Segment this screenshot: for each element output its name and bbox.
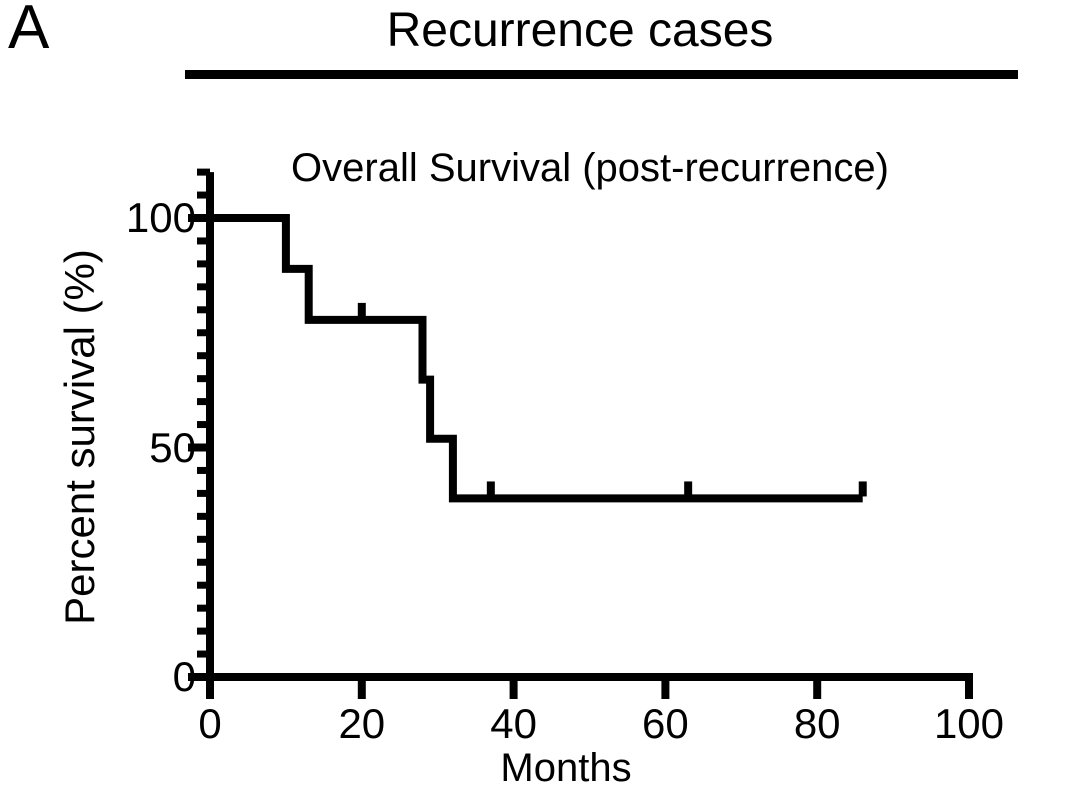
x-tick-label: 80 — [793, 700, 841, 747]
x-tick-label: 40 — [490, 700, 537, 747]
x-tick-label: 100 — [933, 700, 1005, 747]
title-underline-rule — [185, 70, 1018, 79]
y-tick-label: 0 — [172, 653, 196, 700]
x-tick-label: 60 — [642, 700, 689, 747]
figure-title: Recurrence cases — [386, 4, 774, 57]
x-tick-label: 20 — [338, 700, 386, 747]
panel-label: A — [8, 0, 50, 62]
x-axis-label: Months — [500, 746, 632, 790]
y-tick-label: 100 — [125, 194, 196, 241]
km-survival-step-curve — [210, 214, 863, 503]
chart-title: Overall Survival (post-recurrence) — [291, 146, 889, 190]
y-tick-label: 50 — [149, 423, 196, 471]
x-tick-label: 0 — [198, 700, 222, 747]
